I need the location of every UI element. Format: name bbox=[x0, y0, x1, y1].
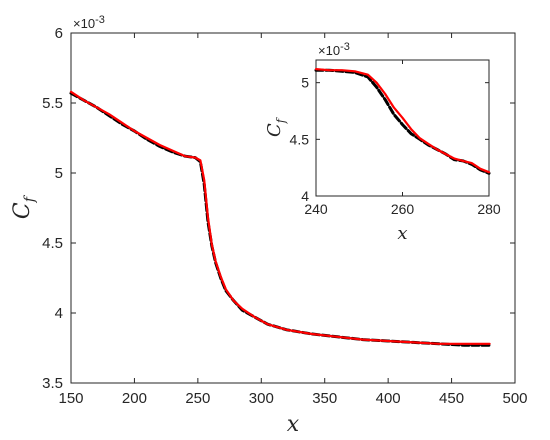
y-tick-label: 6 bbox=[55, 25, 63, 42]
inset-plot: 240 260 280 4 4.5 5 ×10-3 x Cf bbox=[264, 41, 501, 244]
y-axis-label: Cf bbox=[10, 194, 38, 219]
plot-frame bbox=[315, 59, 490, 197]
y-tick-label: 3.5 bbox=[42, 375, 63, 392]
y-tick-label: 4 bbox=[301, 188, 309, 204]
red-series-line-1 bbox=[69, 90, 491, 345]
x-tick-label: 280 bbox=[477, 201, 501, 217]
x-tick-label: 450 bbox=[439, 390, 464, 407]
x-axis-label: x bbox=[397, 223, 407, 244]
y-exponent-label: ×10-3 bbox=[318, 41, 350, 58]
x-tick-label: 200 bbox=[122, 390, 147, 407]
x-tick-label: 300 bbox=[249, 390, 274, 407]
y-tick-label: 4 bbox=[55, 305, 63, 322]
y-axis-label: Cf bbox=[264, 116, 288, 137]
x-axis-label: x bbox=[287, 412, 300, 437]
y-tick-label: 5.5 bbox=[42, 95, 63, 112]
x-tick-label: 250 bbox=[185, 390, 210, 407]
y-tick-label: 4.5 bbox=[290, 131, 310, 147]
x-tick-label: 150 bbox=[58, 390, 83, 407]
y-tick-label: 5 bbox=[301, 75, 309, 91]
y-exponent-label: ×10-3 bbox=[73, 14, 105, 31]
red-series-line-1 bbox=[314, 67, 491, 174]
y-tick-label: 5 bbox=[55, 165, 63, 182]
x-tick-label: 350 bbox=[312, 390, 337, 407]
y-tick-label: 4.5 bbox=[42, 235, 63, 252]
x-tick-label: 500 bbox=[502, 390, 527, 407]
x-tick-label: 240 bbox=[304, 201, 328, 217]
x-tick-label: 400 bbox=[376, 390, 401, 407]
x-tick-label: 260 bbox=[391, 201, 415, 217]
